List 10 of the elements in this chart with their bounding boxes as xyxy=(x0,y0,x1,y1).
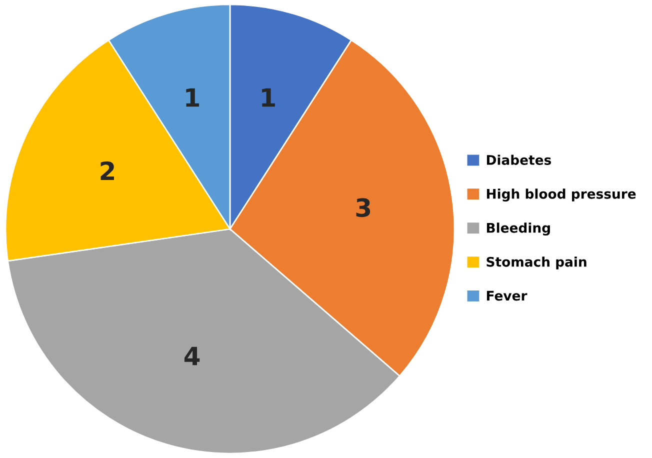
data-label: 2 xyxy=(100,161,114,180)
legend-label: Fever xyxy=(486,290,528,301)
data-label: 4 xyxy=(184,346,200,366)
legend-label: High blood pressure xyxy=(486,188,636,202)
legend-label: Stomach pain xyxy=(486,256,586,270)
data-label: 3 xyxy=(356,198,370,218)
legend-label: Diabetes xyxy=(486,154,552,165)
data-label: 1 xyxy=(186,88,200,107)
data-label: 1 xyxy=(262,88,275,107)
legend-label: Bleeding xyxy=(486,222,550,236)
